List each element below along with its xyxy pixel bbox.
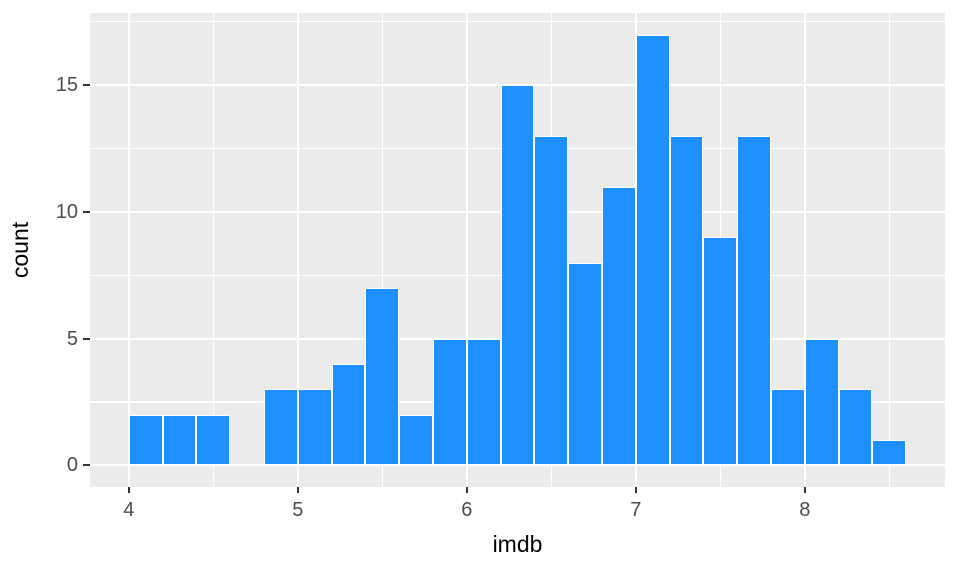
y-axis-tick-mark	[83, 84, 90, 87]
major-gridline-horizontal	[90, 464, 945, 467]
x-axis-tick-label: 7	[630, 499, 642, 521]
minor-gridline-vertical	[381, 13, 383, 487]
minor-gridline-vertical	[888, 13, 890, 487]
histogram-bar	[331, 364, 366, 466]
x-axis-tick-mark	[803, 487, 806, 493]
x-axis-tick-mark	[465, 487, 468, 493]
y-axis-tick-mark	[83, 337, 90, 340]
histogram-bar	[838, 389, 873, 466]
histogram-bar	[297, 389, 332, 466]
histogram-bar	[162, 414, 197, 466]
histogram-bar	[737, 135, 771, 466]
histogram-bar	[500, 85, 535, 466]
histogram-bar	[872, 440, 907, 466]
y-axis-tick-label: 5	[66, 327, 78, 350]
histogram-bar	[804, 338, 839, 466]
major-gridline-vertical	[296, 13, 299, 487]
y-axis-tick-mark	[83, 210, 90, 213]
x-axis-tick-label: 4	[123, 499, 135, 521]
x-axis-tick-mark	[634, 487, 637, 493]
histogram-bar	[433, 338, 467, 466]
plot-panel	[90, 13, 945, 487]
histogram-bar	[770, 389, 805, 466]
histogram-bar	[196, 414, 231, 466]
histogram-bar	[601, 186, 636, 466]
minor-gridline-vertical	[212, 13, 214, 487]
x-axis-tick-label: 8	[799, 499, 811, 521]
x-axis-tick-mark	[296, 487, 299, 493]
y-axis-title: count	[7, 221, 33, 279]
histogram-bar	[669, 135, 704, 466]
y-axis-tick-label: 15	[55, 74, 78, 97]
x-axis-tick-label: 6	[461, 499, 473, 521]
histogram-bar	[264, 389, 298, 466]
major-gridline-vertical	[803, 13, 806, 487]
y-axis-tick-mark	[83, 464, 90, 467]
histogram-bar	[128, 414, 163, 466]
histogram-bar	[703, 237, 738, 466]
histogram-bar	[534, 135, 569, 466]
histogram-bar	[635, 34, 670, 466]
major-gridline-vertical	[127, 13, 130, 487]
major-gridline-vertical	[465, 13, 468, 487]
histogram-bar	[568, 262, 602, 466]
x-axis-tick-mark	[127, 487, 130, 493]
histogram-bar	[466, 338, 501, 466]
y-axis-tick-label: 0	[66, 454, 78, 477]
minor-gridline-horizontal	[90, 21, 945, 23]
histogram-bar	[365, 288, 400, 466]
y-axis-tick-label: 10	[55, 200, 78, 223]
x-axis-title: imdb	[492, 531, 543, 557]
histogram-bar	[399, 414, 433, 466]
x-axis-tick-label: 5	[292, 499, 304, 521]
